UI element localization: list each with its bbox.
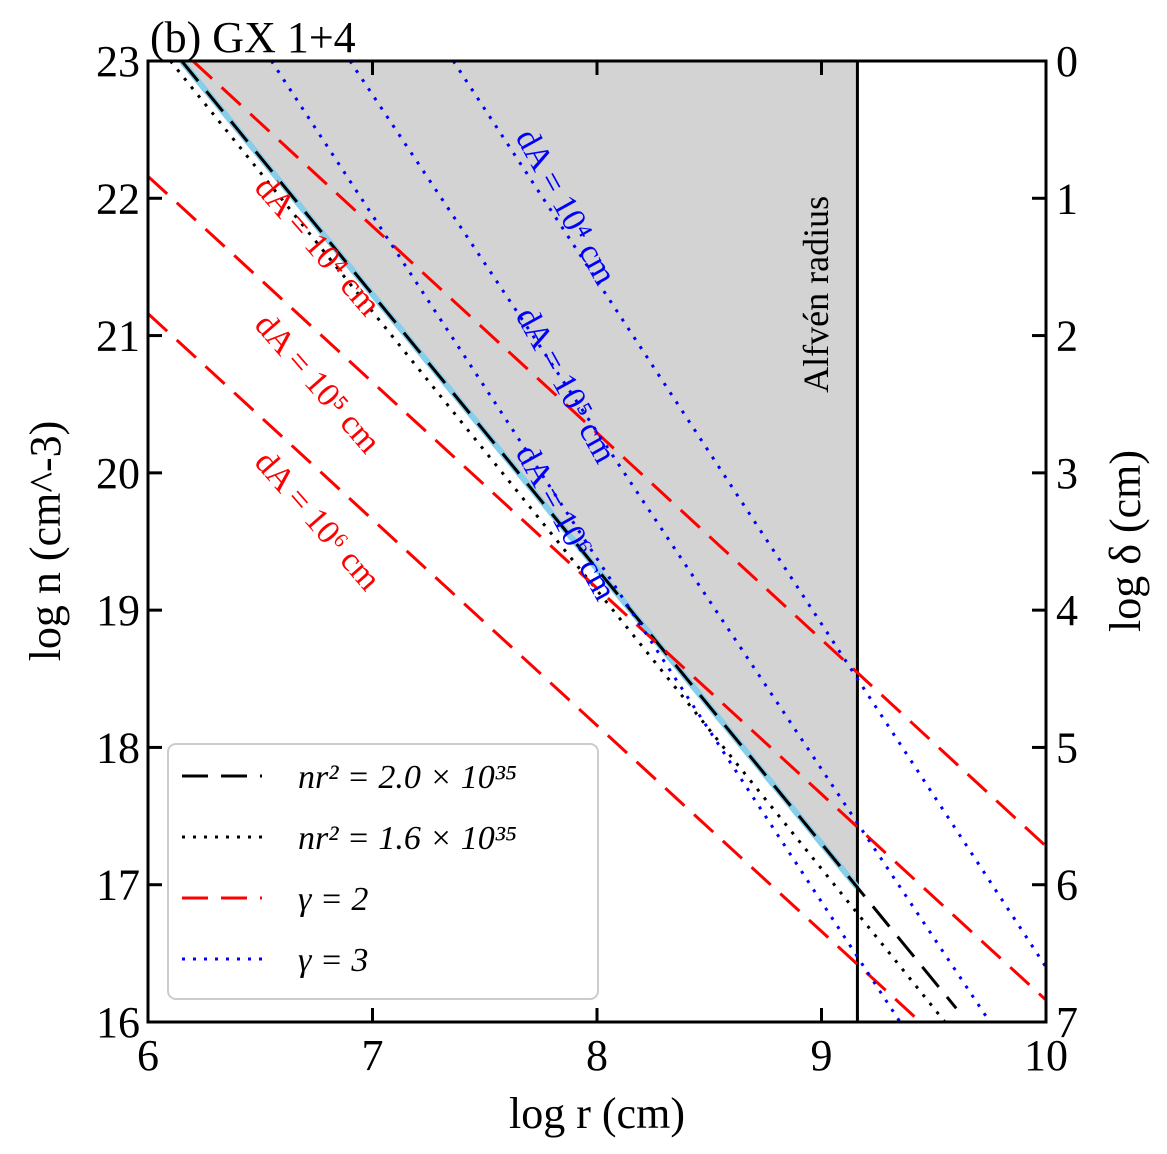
y-tick-label: 17 bbox=[96, 861, 140, 910]
series-layer bbox=[148, 61, 1046, 1022]
dA-annotation-3: dA = 10⁶ cm bbox=[247, 444, 388, 598]
y-tick-label: 20 bbox=[96, 449, 140, 498]
y-tick-label: 16 bbox=[96, 998, 140, 1047]
y2-tick-label: 0 bbox=[1056, 37, 1078, 86]
y-tick-label: 23 bbox=[96, 37, 140, 86]
y2-tick-label: 4 bbox=[1056, 586, 1078, 635]
y2-tick-label: 2 bbox=[1056, 312, 1078, 361]
y2-tick-label: 3 bbox=[1056, 449, 1078, 498]
series-line-2 bbox=[169, 61, 947, 1022]
series-line-6 bbox=[452, 61, 1046, 968]
y2-tick-label: 5 bbox=[1056, 723, 1078, 772]
y2-tick-label: 6 bbox=[1056, 861, 1078, 910]
legend-label: nr² = 2.0 × 10³⁵ bbox=[298, 759, 517, 796]
series-line-5 bbox=[148, 312, 922, 1022]
x-tick-label: 8 bbox=[586, 1031, 608, 1080]
legend-label: nr² = 1.6 × 10³⁵ bbox=[298, 820, 517, 857]
series-line-4 bbox=[148, 175, 1046, 1002]
legend-label: γ = 2 bbox=[298, 881, 368, 918]
y-tick-label: 19 bbox=[96, 586, 140, 635]
y2-axis-title: log δ (cm) bbox=[1101, 450, 1150, 632]
alfven-radius-label: Alfvén radius bbox=[796, 196, 836, 393]
y-tick-label: 21 bbox=[96, 312, 140, 361]
y-tick-label: 18 bbox=[96, 723, 140, 772]
chart-title: (b) GX 1+4 bbox=[150, 13, 356, 62]
legend: nr² = 2.0 × 10³⁵ nr² = 1.6 × 10³⁵ γ = 2 γ =… bbox=[167, 743, 599, 1000]
series-line-8 bbox=[270, 61, 902, 1022]
series-line-1 bbox=[180, 61, 958, 1010]
y-tick-label: 22 bbox=[96, 174, 140, 223]
x-tick-label: 10 bbox=[1024, 1031, 1068, 1080]
legend-box bbox=[167, 743, 599, 1000]
y-axis-title: log n (cm^-3) bbox=[21, 421, 70, 662]
x-tick-label: 9 bbox=[811, 1031, 833, 1080]
x-axis-title: log r (cm) bbox=[509, 1089, 685, 1138]
x-tick-label: 7 bbox=[362, 1031, 384, 1080]
x-tick-label: 6 bbox=[137, 1031, 159, 1080]
y2-tick-label: 7 bbox=[1056, 998, 1078, 1047]
dA-annotation-2: dA = 10⁵ cm bbox=[247, 307, 388, 461]
y2-tick-label: 1 bbox=[1056, 174, 1078, 223]
legend-label: γ = 3 bbox=[298, 942, 368, 979]
